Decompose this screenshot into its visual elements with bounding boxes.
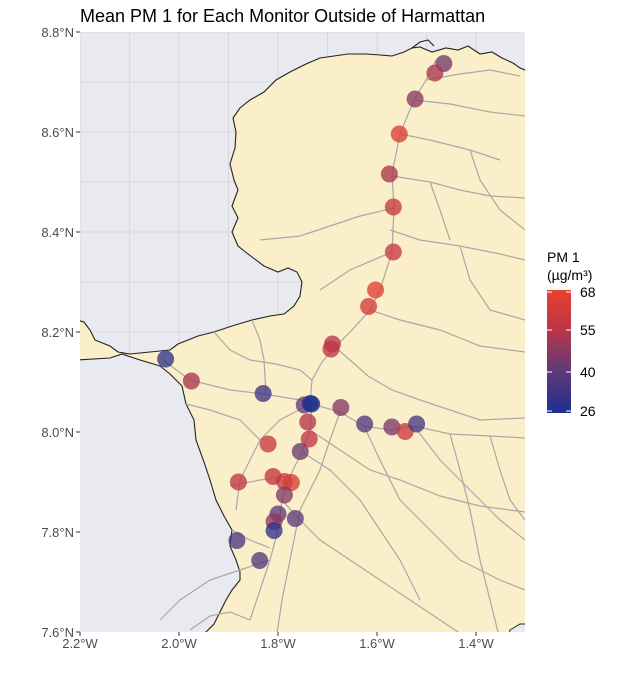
x-axis: 2.2°W 2.0°W 1.8°W 1.6°W 1.4°W — [62, 636, 494, 651]
x-tick-label: 1.6°W — [359, 636, 395, 651]
monitor-point — [322, 340, 340, 358]
monitor-point — [182, 372, 200, 390]
chart-title: Mean PM 1 for Each Monitor Outside of Ha… — [80, 6, 485, 26]
monitor-point — [303, 395, 321, 413]
monitor-point — [426, 64, 444, 82]
y-tick-label: 8.6°N — [41, 125, 74, 140]
x-tick-label: 1.4°W — [458, 636, 494, 651]
x-tick-label: 1.8°W — [260, 636, 296, 651]
monitor-point — [390, 125, 408, 143]
legend-tick-label: 40 — [580, 364, 596, 380]
monitor-point — [384, 198, 402, 216]
y-axis: 8.8°N 8.6°N 8.4°N 8.2°N 8.0°N 7.8°N 7.6°… — [41, 25, 74, 640]
monitor-point — [228, 532, 246, 549]
axis-ticks — [76, 31, 477, 636]
monitor-point — [254, 385, 272, 402]
legend-tick-label: 68 — [580, 284, 596, 300]
monitor-point — [384, 243, 402, 261]
monitor-point — [275, 486, 293, 504]
legend-tick-label: 55 — [580, 322, 596, 338]
monitor-point — [406, 90, 424, 108]
monitor-point — [286, 510, 304, 527]
legend-units: (µg/m³) — [547, 267, 592, 283]
y-tick-label: 8.8°N — [41, 25, 74, 40]
monitor-points — [157, 55, 453, 569]
monitor-point — [291, 443, 309, 460]
x-tick-label: 2.0°W — [161, 636, 197, 651]
y-tick-label: 8.2°N — [41, 325, 74, 340]
monitor-point — [300, 430, 318, 448]
legend-tick-label: 26 — [580, 403, 596, 419]
monitor-point — [299, 413, 317, 431]
x-tick-label: 2.2°W — [62, 636, 98, 651]
west-water — [80, 353, 241, 632]
monitor-point — [282, 474, 300, 491]
monitor-point — [360, 298, 378, 315]
monitor-point — [383, 418, 401, 436]
y-tick-label: 8.4°N — [41, 225, 74, 240]
monitor-point — [356, 415, 374, 433]
monitor-point — [157, 350, 175, 368]
legend: PM 1 (µg/m³) 68 55 40 26 — [547, 249, 596, 419]
y-tick-label: 8.0°N — [41, 425, 74, 440]
legend-title: PM 1 — [547, 249, 580, 265]
monitor-point — [229, 473, 247, 491]
monitor-point — [408, 415, 426, 433]
y-tick-label: 7.6°N — [41, 625, 74, 640]
monitor-point — [367, 281, 385, 299]
monitor-point — [380, 165, 398, 183]
monitor-point — [265, 522, 283, 539]
monitor-point — [332, 399, 350, 416]
monitor-point — [251, 552, 269, 569]
monitor-point — [259, 435, 277, 453]
legend-colorbar — [547, 290, 571, 413]
y-tick-label: 7.8°N — [41, 525, 74, 540]
